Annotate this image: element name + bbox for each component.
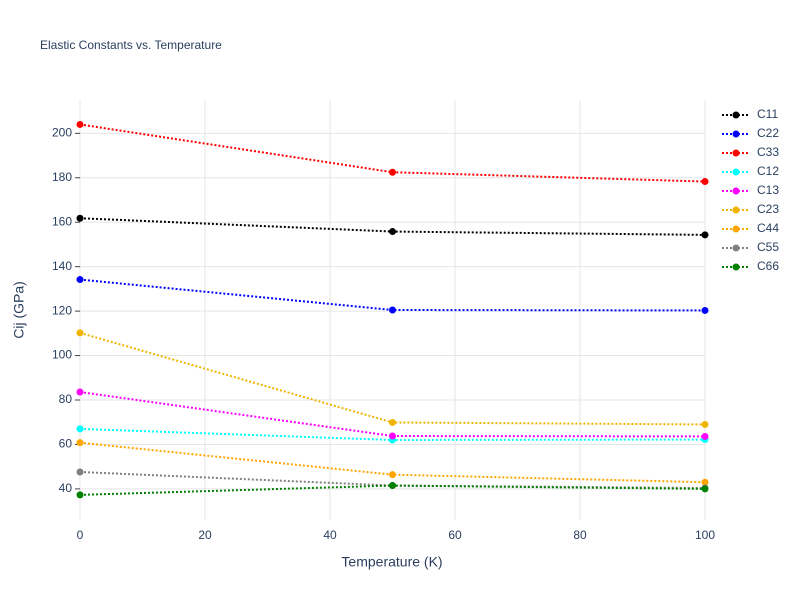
- legend-label: C44: [757, 221, 779, 235]
- legend-label: C11: [757, 107, 778, 121]
- data-point: [701, 432, 709, 440]
- x-tick-label: 60: [448, 528, 462, 542]
- y-tick-label: 60: [59, 437, 73, 451]
- data-point: [76, 276, 84, 284]
- data-point: [389, 432, 396, 440]
- x-tick-label: 0: [77, 528, 84, 542]
- x-tick-label: 20: [198, 528, 212, 542]
- legend-marker: [732, 111, 740, 119]
- y-tick-label: 120: [52, 303, 72, 317]
- legend-label: C13: [757, 183, 779, 197]
- data-point: [76, 214, 84, 222]
- legend-marker: [732, 149, 740, 157]
- data-point: [76, 388, 84, 396]
- data-point: [76, 120, 84, 128]
- legend-marker: [732, 187, 740, 195]
- series-line: [79, 331, 706, 426]
- y-tick-label: 100: [52, 348, 72, 362]
- data-point: [76, 491, 84, 499]
- data-point: [389, 306, 396, 314]
- legend-marker: [732, 206, 740, 214]
- chart-title: Elastic Constants vs. Temperature: [40, 38, 222, 52]
- data-point: [389, 168, 396, 176]
- data-point: [701, 485, 709, 493]
- legend-label: C55: [757, 240, 779, 254]
- y-tick-label: 140: [52, 259, 72, 273]
- data-point: [701, 420, 709, 428]
- y-tick-label: 80: [59, 392, 73, 406]
- legend-marker: [732, 225, 740, 233]
- legend-label: C33: [757, 145, 779, 159]
- y-tick-label: 160: [52, 214, 72, 228]
- data-point: [701, 178, 709, 186]
- x-axis-label: Temperature (K): [341, 554, 442, 570]
- x-tick-label: 40: [323, 528, 337, 542]
- legend-label: C12: [757, 164, 779, 178]
- data-point: [76, 468, 84, 476]
- data-point: [389, 418, 396, 426]
- data-point: [76, 439, 84, 447]
- series-line: [79, 278, 706, 312]
- x-tick-label: 100: [695, 528, 715, 542]
- legend-marker: [732, 263, 740, 271]
- legend-label: C23: [757, 202, 779, 216]
- data-point: [76, 329, 84, 337]
- legend-label: C22: [757, 126, 779, 140]
- data-point: [389, 471, 396, 479]
- y-tick-label: 40: [59, 481, 73, 495]
- data-point: [701, 478, 709, 486]
- legend-marker: [732, 130, 740, 138]
- series-line: [79, 441, 706, 484]
- legend-label: C66: [757, 259, 779, 273]
- legend-marker: [732, 244, 740, 252]
- data-point: [701, 306, 709, 314]
- data-point: [389, 482, 396, 490]
- data-point: [76, 425, 84, 433]
- series-line: [79, 391, 706, 438]
- legend-marker: [732, 168, 740, 176]
- y-tick-label: 200: [52, 126, 72, 140]
- data-point: [701, 231, 709, 239]
- x-tick-label: 80: [573, 528, 587, 542]
- y-axis-label: Cij (GPa): [11, 281, 27, 339]
- y-tick-label: 180: [52, 170, 72, 184]
- data-point: [389, 228, 396, 236]
